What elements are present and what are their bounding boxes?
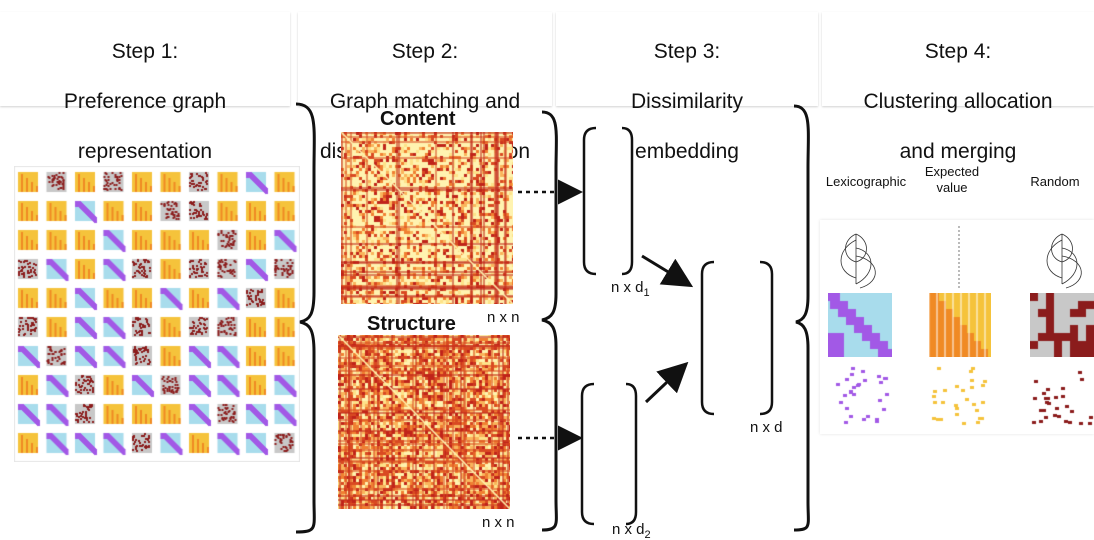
step-3-line3: embedding [635, 140, 739, 163]
content-embedding-dim: n x d1 [611, 279, 650, 302]
structure-dim-sub: 2 [644, 529, 651, 540]
step-1-heading: Step 1: [111, 40, 179, 63]
structure-dissimilarity-heatmap [338, 335, 510, 509]
content-to-merge-arrow [641, 254, 694, 288]
structure-size-label: n x n [482, 514, 515, 531]
expected-value-points [929, 364, 993, 430]
content-embedding-bracket-left [582, 126, 597, 276]
lexicographic-matrix [828, 293, 892, 357]
content-size-label: n x n [487, 309, 520, 326]
step-3-heading: Step 3: [653, 40, 721, 63]
structure-embedding-bracket-right [625, 382, 638, 526]
step-2-heading: Step 2: [391, 40, 459, 63]
step-4-title: Step 4: Clustering allocation and mergin… [822, 12, 1094, 163]
structure-embedding-dim: n x d2 [612, 521, 651, 540]
merged-embedding-dim: n x d [750, 419, 783, 436]
brace-left-step3 [541, 110, 558, 532]
merged-embedding-bracket-left [700, 260, 715, 416]
brace-left-step2 [295, 102, 316, 534]
step-4-line3: and merging [899, 140, 1017, 163]
structure-dim-main: n x d [612, 521, 645, 538]
step-4-heading: Step 4: [924, 40, 992, 63]
expected-value-matrix [929, 293, 991, 357]
method-expected-value-label: Expected value [924, 164, 980, 195]
step-2-line2: Graph matching and [329, 90, 521, 113]
lexicographic-points [828, 364, 892, 428]
lexicographic-graph [840, 233, 876, 289]
random-matrix [1030, 293, 1094, 357]
content-label: Content [380, 108, 456, 130]
random-points [1030, 364, 1094, 430]
brace-left-step4 [793, 104, 810, 532]
structure-embedding-bracket-left [580, 382, 595, 526]
method-lexicographic-label: Lexicographic [825, 174, 907, 189]
step-3-line2: Dissimilarity [631, 90, 743, 113]
preference-graph-grid [14, 166, 300, 462]
method-random-label: Random [1030, 174, 1080, 189]
step-3-title: Step 3: Dissimilarity embedding [556, 12, 818, 163]
structure-to-merge-arrow [644, 361, 689, 404]
step-1-line3: representation [77, 140, 213, 163]
merged-embedding-bracket-right [759, 260, 774, 416]
content-dissimilarity-heatmap [341, 132, 513, 304]
step-4-line2: Clustering allocation [863, 90, 1053, 113]
content-embedding-bracket-right [621, 126, 634, 276]
content-dim-main: n x d [611, 279, 644, 296]
step-1-title: Step 1: Preference graph representation [0, 12, 290, 163]
structure-label: Structure [367, 313, 456, 335]
content-dim-sub: 1 [643, 287, 650, 299]
step-1-line2: Preference graph [63, 90, 227, 113]
random-graph [1046, 233, 1082, 289]
